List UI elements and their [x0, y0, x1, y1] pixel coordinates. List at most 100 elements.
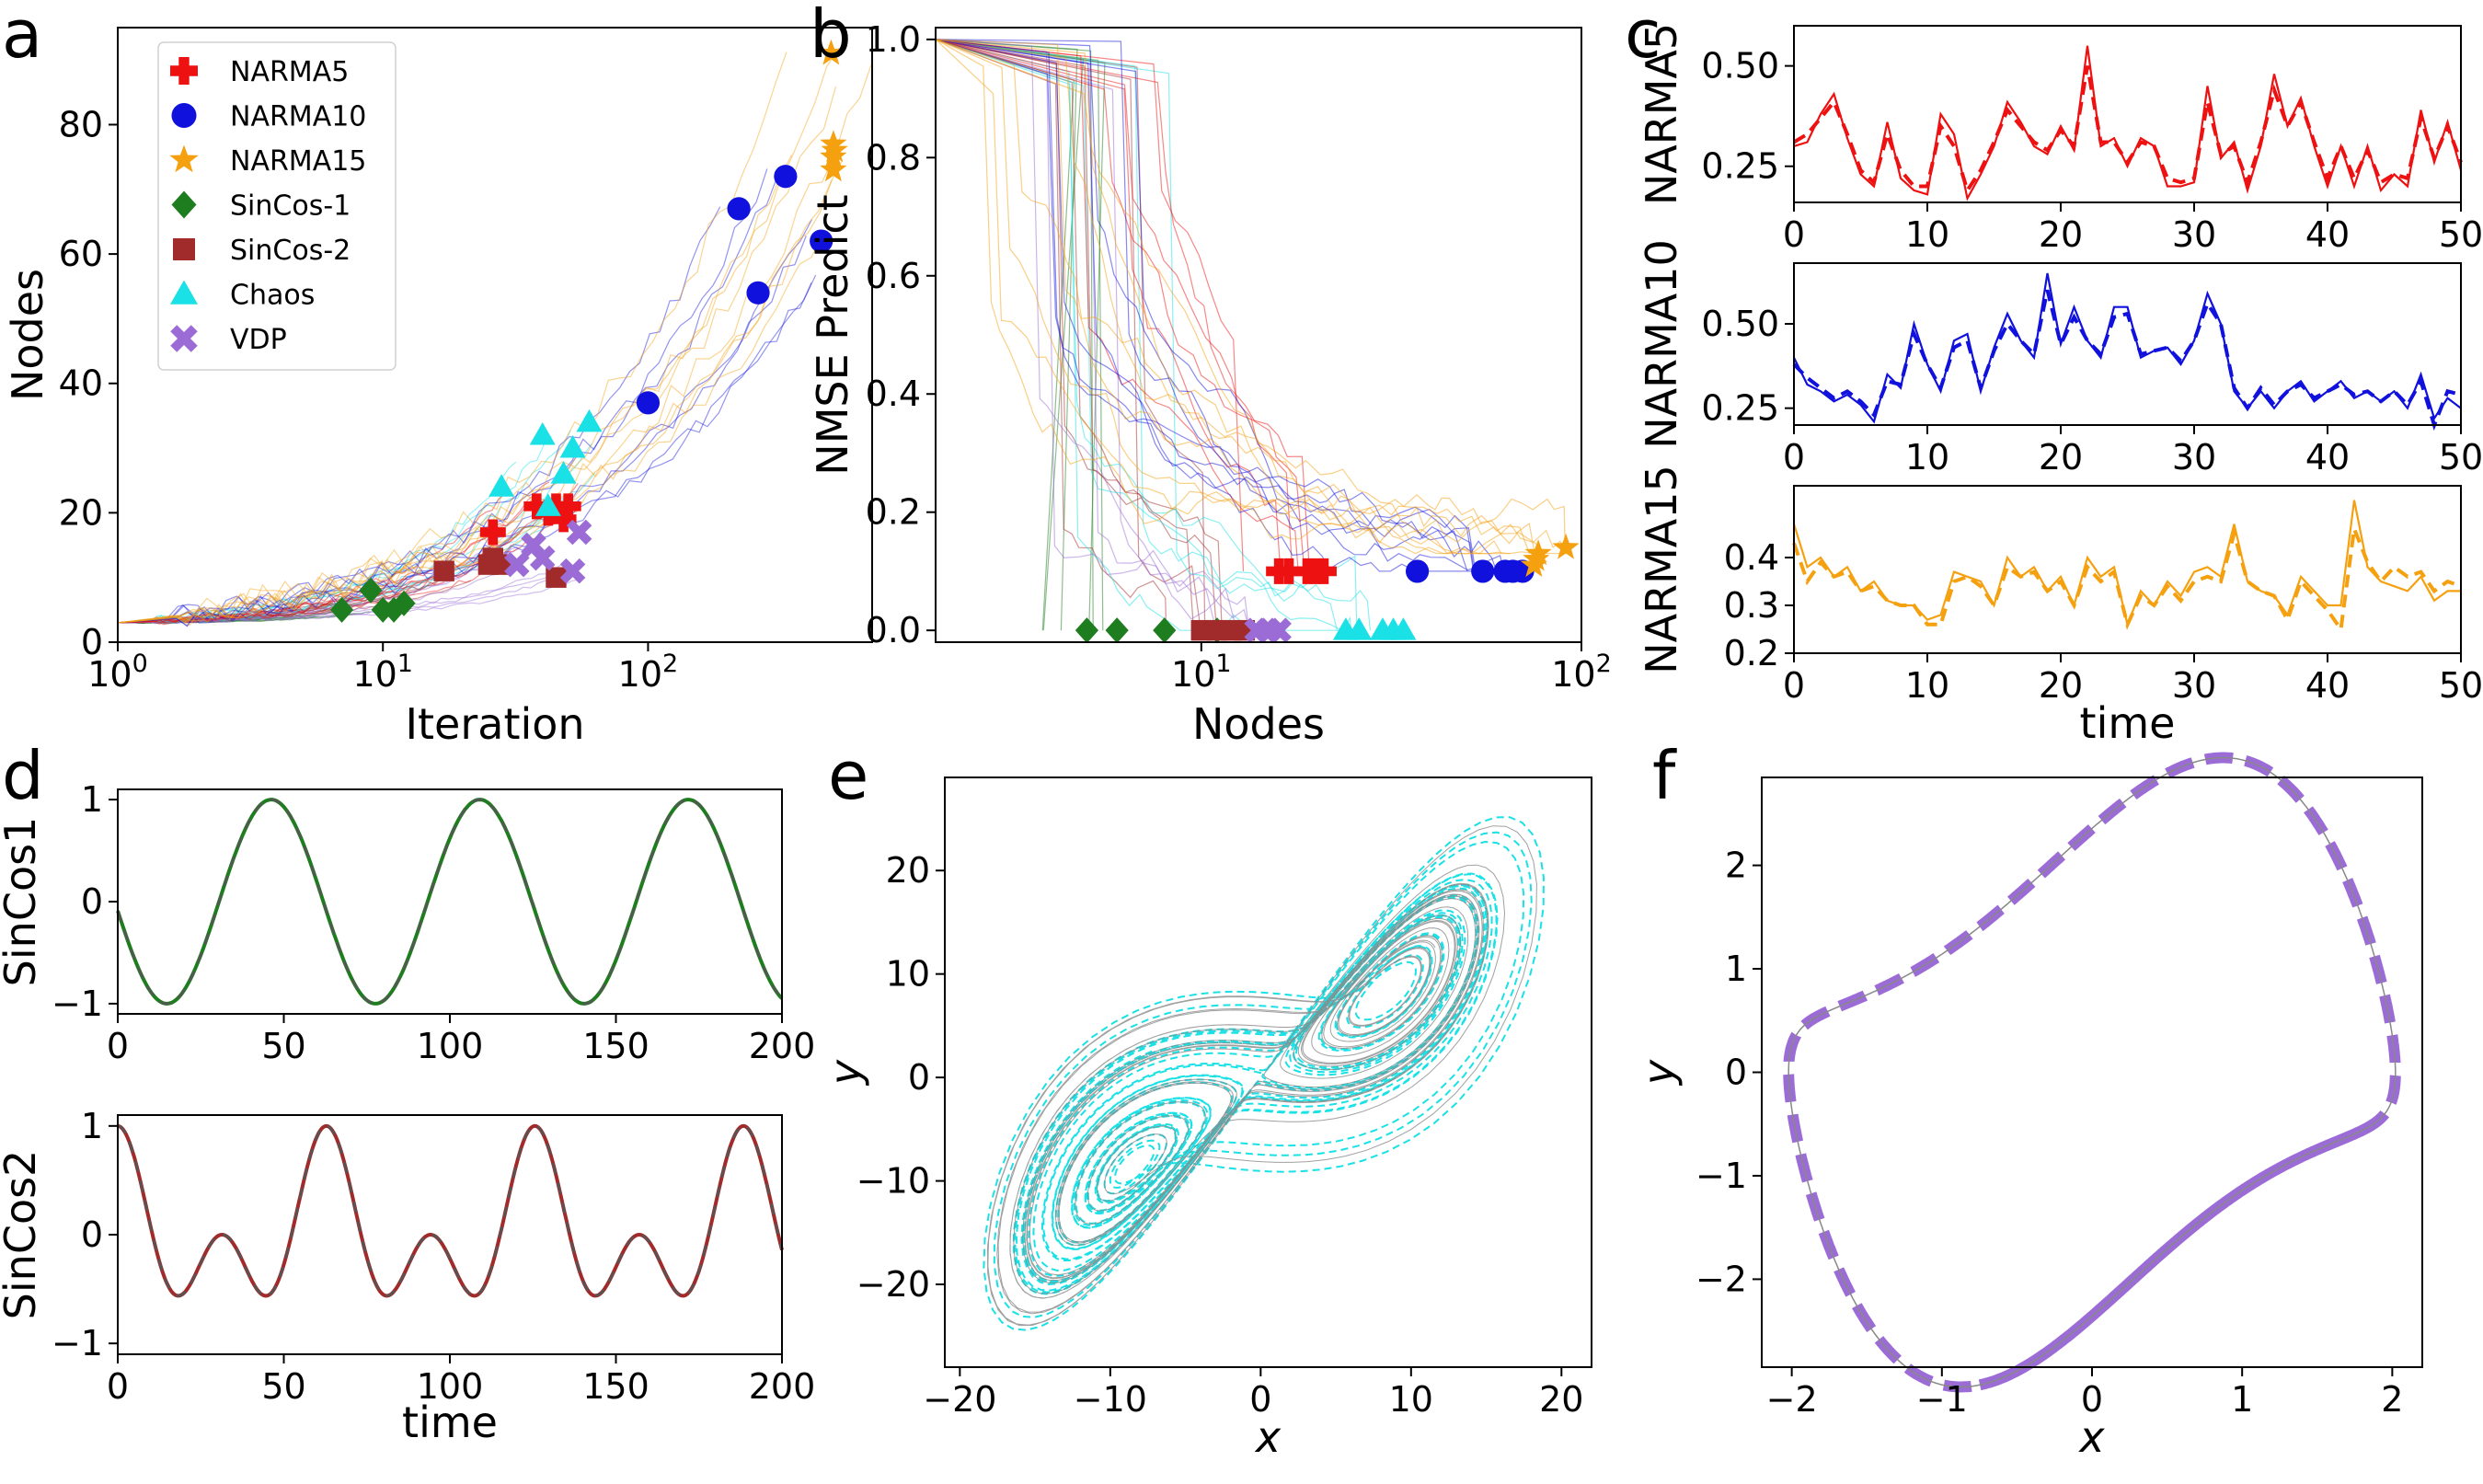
trajectory-vdp	[117, 544, 495, 625]
x-tick-label-c3: 0	[1783, 665, 1805, 706]
legend-box	[157, 41, 397, 371]
point-vdp	[566, 519, 592, 546]
legend-marker-chaos	[170, 280, 198, 305]
y-axis-label-a: Nodes	[3, 269, 52, 401]
point-sincos-1	[1105, 617, 1129, 644]
x-tick-label-c1: 20	[2039, 214, 2083, 255]
trajectory-narma15	[935, 39, 1502, 555]
point-narma5	[550, 506, 577, 533]
trajectory-sincos-1	[118, 611, 334, 624]
trajectory-narma15	[117, 179, 833, 624]
trajectory-sincos-2	[117, 589, 378, 625]
trajectory-chaos	[117, 472, 596, 625]
x-axis-label-c3: time	[2080, 698, 2176, 748]
x-marker-stroke	[566, 519, 592, 546]
trajectory-chaos	[935, 39, 1352, 631]
trajectory-sincos-1	[118, 615, 316, 625]
point-narma5	[479, 519, 506, 546]
y-tick-label-c1: 0.50	[1701, 46, 1779, 86]
y-tick-label-c3: 0.2	[1724, 633, 1779, 673]
x-tick-label-a: 101	[352, 650, 413, 695]
y-tick-label-a: 60	[59, 234, 103, 274]
point-sincos-2	[1190, 619, 1213, 641]
legend: NARMA5 NARMA10 NARMA15 SinCos-1 SinCos-2 Chao…	[157, 41, 397, 371]
trajectory-chaos	[117, 443, 592, 625]
panel-letter-a: a	[2, 0, 42, 73]
x-tick-label-d1: 0	[107, 1026, 129, 1066]
x-tick-label-f: −1	[1916, 1379, 1968, 1420]
trajectory-narma15	[935, 39, 1511, 555]
y-tick-label-e: −20	[856, 1264, 930, 1305]
trajectory-narma5	[935, 39, 1245, 571]
trajectory-vdp	[117, 570, 504, 624]
axes-c1: 0 10 20 30 40 50 0.25 0.50 NARMA5	[1637, 23, 2483, 255]
trajectory-narma15	[935, 39, 1531, 554]
trajectory-narma10	[935, 39, 1468, 572]
trajectory-sincos-2	[935, 39, 1201, 631]
point-sincos-1	[1075, 617, 1099, 644]
series-narma5-solid	[1793, 45, 2463, 201]
point-chaos	[559, 435, 586, 458]
trajectory-chaos	[117, 430, 571, 624]
trajectory-chaos	[117, 435, 552, 625]
trajectory-narma15	[935, 39, 1566, 554]
trajectory-narma5	[117, 501, 583, 624]
x-tick-label-a: 102	[618, 650, 679, 695]
series-vdp-dashed	[1783, 752, 2401, 1393]
y-axis-label-d1: SinCos1	[0, 817, 45, 987]
y-tick-label-e: 0	[908, 1057, 930, 1098]
trajectory-narma10	[117, 206, 721, 624]
series-narma10-dashed	[1792, 289, 2462, 431]
y-tick-label-b: 0.6	[866, 256, 921, 296]
trajectory-sincos-2	[935, 39, 1167, 631]
trajectory-sincos-2	[117, 580, 472, 624]
point-narma15	[821, 136, 848, 163]
point-narma15	[820, 155, 847, 182]
plot-frame-b	[935, 27, 1582, 643]
trajectory-sincos-1	[118, 610, 309, 624]
y-tick-label-f: −1	[1696, 1156, 1747, 1196]
trajectory-narma10	[117, 282, 812, 627]
x-tick-label-d1: 100	[417, 1026, 484, 1066]
legend-marker-sincos-1	[171, 190, 197, 219]
trajectory-narma5	[935, 39, 1282, 571]
y-tick-label-d2: −1	[52, 1323, 103, 1363]
point-narma10	[746, 281, 770, 305]
series-vdp-reference	[1788, 756, 2397, 1388]
x-tick-label-f: 0	[2081, 1379, 2103, 1420]
trajectory-vdp	[935, 39, 1250, 631]
trajectory-narma15	[935, 39, 1567, 554]
y-axis-label-c2: NARMA10	[1637, 239, 1686, 449]
point-narma10	[727, 197, 751, 221]
y-tick-label-b: 1.0	[866, 19, 921, 60]
y-tick-label-b: 0.2	[866, 492, 921, 533]
y-axis-label-e: y	[821, 1059, 870, 1087]
trajectory-sincos-2	[117, 567, 408, 624]
point-chaos	[535, 493, 561, 516]
trajectory-narma5	[117, 547, 536, 624]
point-narma5	[1310, 558, 1337, 584]
trajectory-sincos-1	[935, 39, 1106, 631]
x-tick-label-c3: 20	[2039, 665, 2083, 706]
y-axis-label-c3: NARMA15	[1637, 465, 1686, 674]
trajectory-narma5	[117, 493, 506, 624]
trajectory-chaos	[117, 461, 517, 624]
trajectory-narma10	[117, 175, 778, 624]
marks-layer	[329, 39, 1580, 644]
x-tick-label-d1: 150	[582, 1026, 649, 1066]
point-sincos-2	[546, 567, 567, 588]
x-tick-label-c3: 50	[2439, 665, 2483, 706]
x-marker-stroke	[529, 545, 556, 571]
trajectory-sincos-1	[118, 615, 294, 624]
x-tick-label-c3: 40	[2305, 665, 2350, 706]
x-tick-label-c2: 20	[2039, 437, 2083, 477]
point-chaos	[1346, 617, 1373, 640]
legend-label-sincos-1: SinCos-1	[230, 190, 351, 223]
trajectory-narma10	[117, 168, 768, 624]
point-sincos-1	[1153, 617, 1177, 644]
trajectory-sincos-1	[118, 613, 357, 624]
y-tick-label-d1: 0	[81, 881, 103, 922]
